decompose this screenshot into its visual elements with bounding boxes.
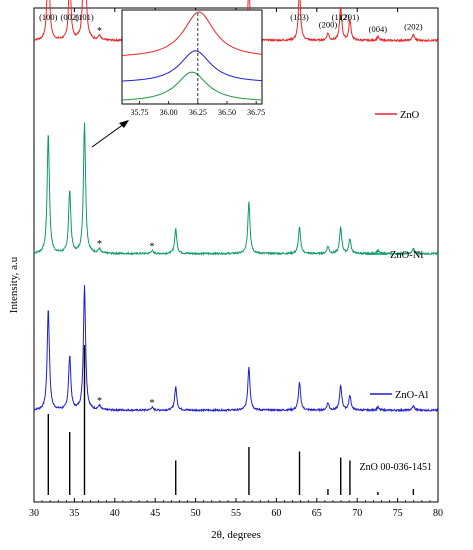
x-tick-label: 30	[29, 508, 39, 519]
x-tick-label: 45	[150, 508, 160, 519]
peak-label: (202)	[404, 22, 423, 32]
legend-label: ZnO-Ni	[390, 250, 423, 261]
inset-x-tick-label: 36.50	[218, 108, 236, 117]
x-axis-title: 2θ, degrees	[211, 529, 261, 541]
series-line-zno-al	[33, 285, 439, 413]
x-tick-label: 70	[352, 508, 362, 519]
inset-line-zno-ni	[122, 50, 262, 82]
peak-label: (101)	[75, 12, 94, 22]
inset-line-zno	[122, 11, 263, 56]
legend-label: ZnO-Al	[395, 390, 428, 401]
inset-arrow-shaft	[91, 123, 125, 148]
x-axis: 30 35 40 45 50 55 60 65 70 75 80	[29, 8, 443, 519]
inset-x-tick-label: 35.75	[131, 108, 149, 117]
y-axis-title: Intensity, a.u	[8, 256, 20, 313]
inset-x-tick-label: 36.00	[160, 108, 178, 117]
x-tick-label: 40	[110, 508, 120, 519]
inset-x-tick-label: 36.75	[247, 108, 265, 117]
inset-line-zno-al	[122, 71, 262, 101]
impurity-asterisk: *	[97, 26, 102, 37]
series-line-zno-ni	[33, 122, 439, 257]
legend-label: ZnO	[400, 110, 420, 121]
inset-x-tick-label: 36.25	[189, 108, 207, 117]
peak-label: (004)	[369, 24, 388, 34]
x-tick-label: 80	[433, 508, 443, 519]
x-tick-label: 35	[69, 508, 79, 519]
impurity-asterisk: *	[97, 396, 102, 407]
reference-layer: ZnO 00-036-1451	[47, 345, 433, 495]
reference-label: ZnO 00-036-1451	[360, 462, 433, 473]
legend: ZnO ZnO-Ni ZnO-Al	[365, 110, 428, 401]
x-tick-label: 60	[271, 508, 281, 519]
x-tick-label: 55	[231, 508, 241, 519]
impurity-asterisk: *	[97, 239, 102, 250]
peak-label: (201)	[341, 12, 360, 22]
peak-label: (103)	[290, 12, 309, 22]
impurity-asterisk: *	[149, 398, 154, 409]
inset-frame	[121, 9, 263, 105]
x-tick-label: 65	[312, 508, 322, 519]
x-tick-label: 50	[191, 508, 201, 519]
peak-label: (200)	[319, 20, 338, 30]
peak-label: (002)	[61, 12, 80, 22]
inset-arrow-head	[119, 120, 129, 128]
peak-label: (112)	[332, 12, 350, 22]
impurity-asterisk: *	[149, 242, 154, 253]
inset-chart: 35.75 36.00 36.25 36.50 36.75	[91, 9, 265, 148]
x-tick-label: 75	[393, 508, 403, 519]
peak-label: (100)	[39, 12, 58, 22]
